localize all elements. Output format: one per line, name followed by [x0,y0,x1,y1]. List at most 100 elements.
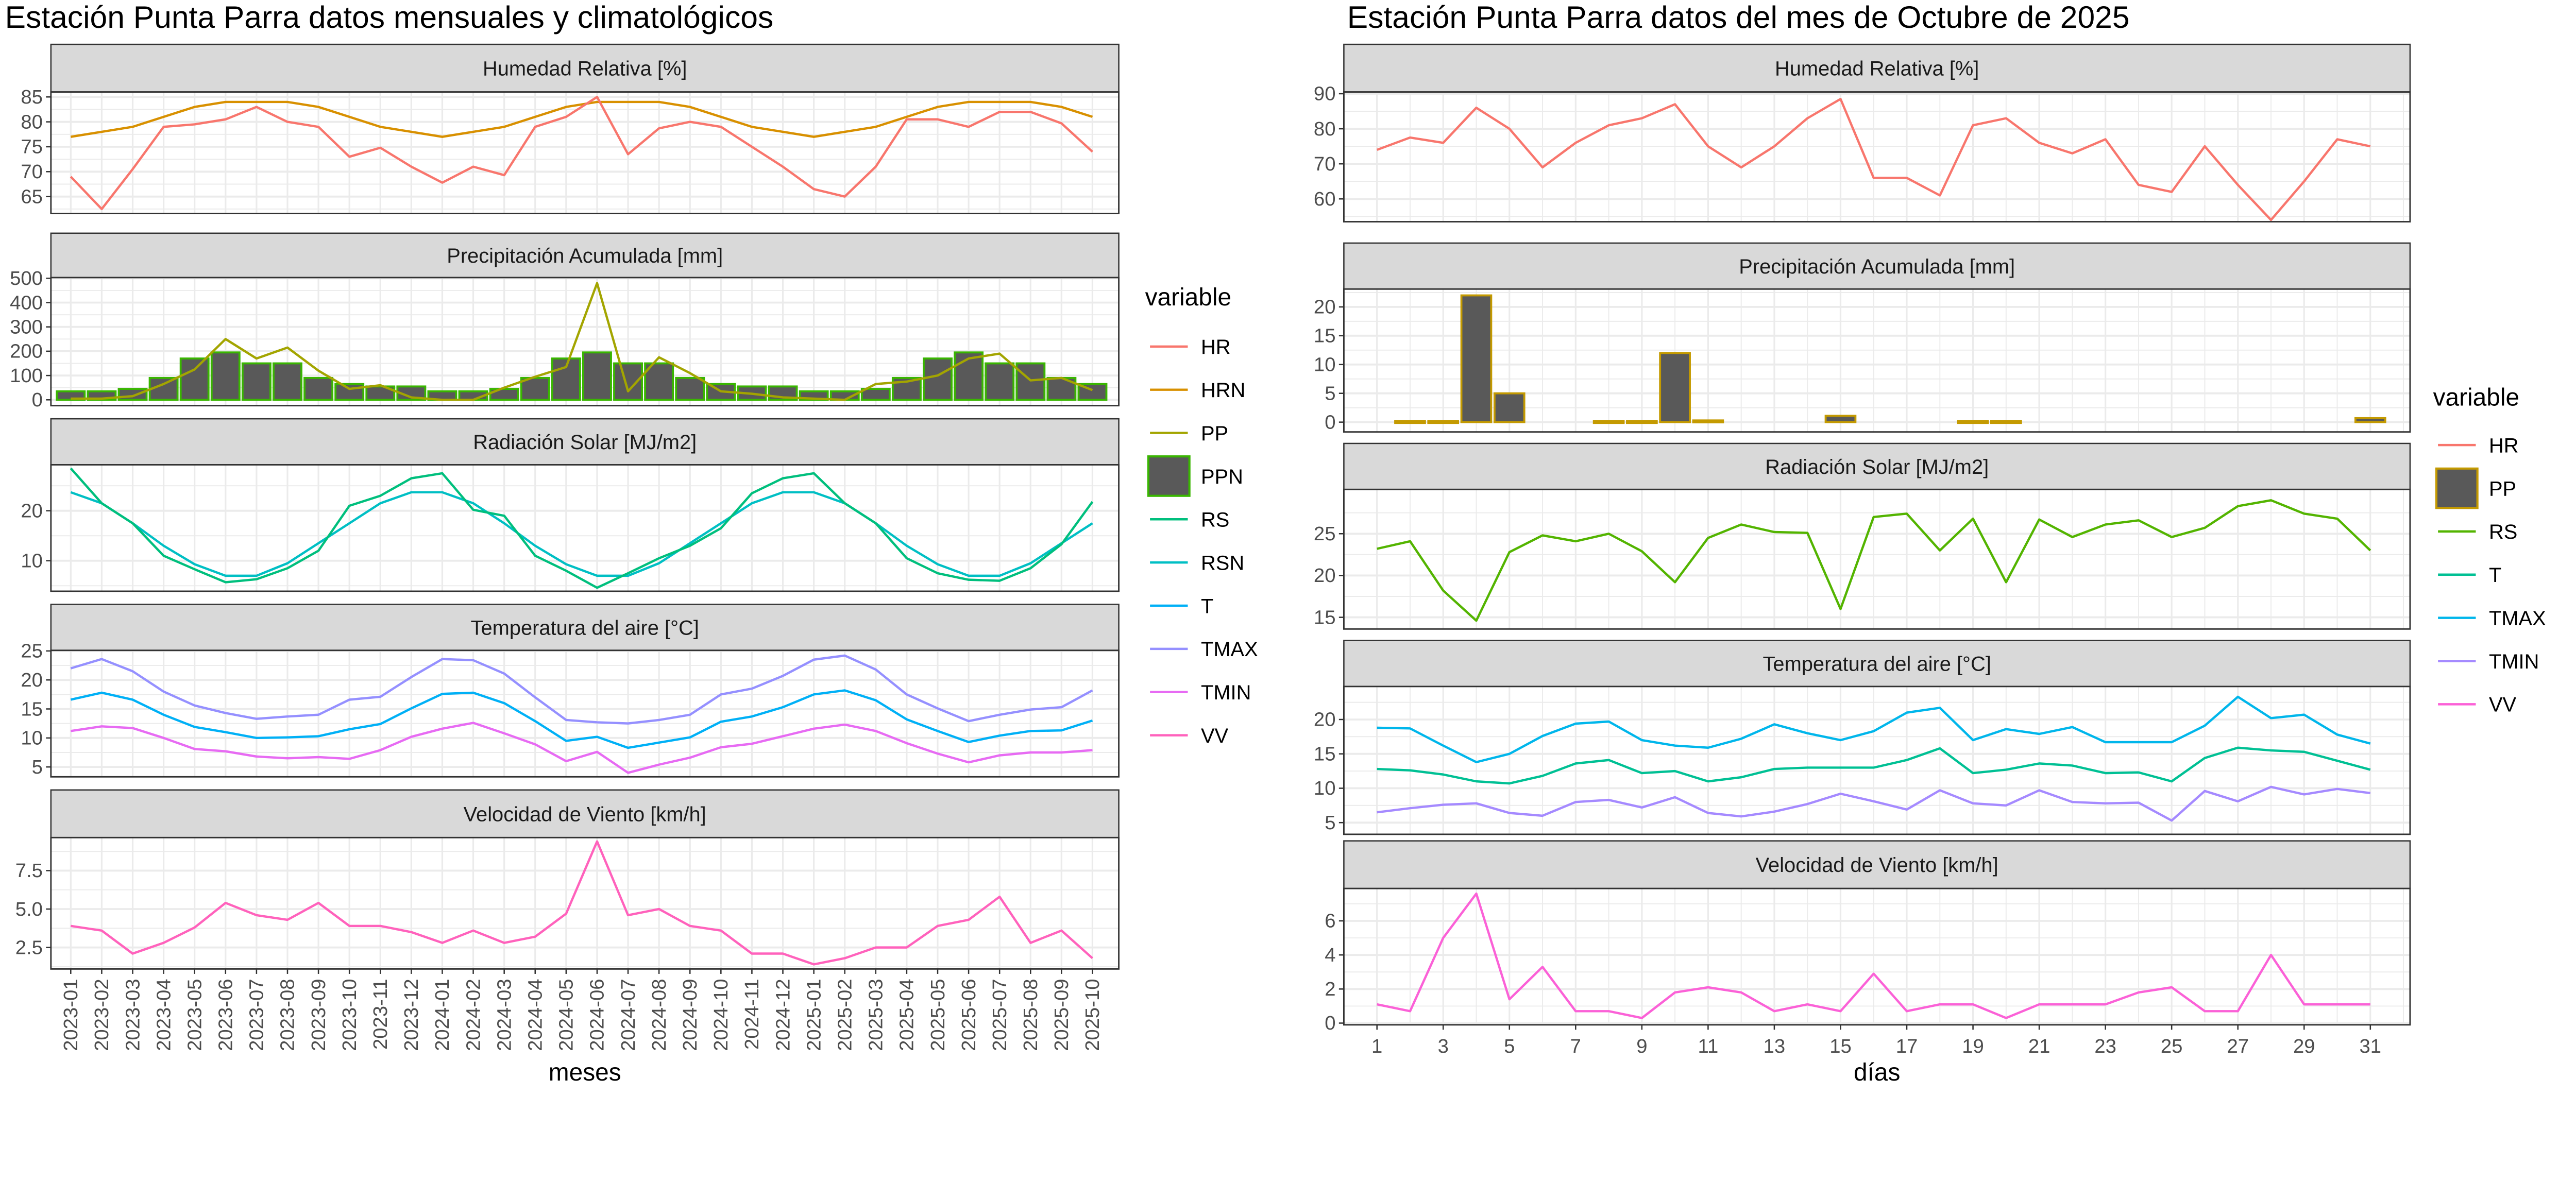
series-line-t [70,689,1093,749]
y-tick-label: 25 [21,640,43,662]
panel-temperatura: Temperatura del aire [°C] 5 10 15 20 25 [21,604,1120,778]
strip-background [1343,43,2411,93]
bar-ppn [210,351,241,401]
x-tick-label: 13 [1764,1035,1786,1057]
y-tick-label: 4 [1325,944,1335,966]
x-tick-label: 2025-07 [989,979,1011,1051]
x-tick-label: 17 [1896,1035,1918,1057]
strip-label: Humedad Relativa [%] [1775,58,1979,80]
bar-pp [1394,420,1426,424]
x-tick-label: 2023-05 [183,979,206,1051]
x-tick-label: 11 [1698,1035,1719,1057]
y-tick-label: 25 [1314,523,1336,545]
legend-label: TMAX [1201,638,1258,661]
x-tick-label: 2024-09 [679,979,701,1051]
x-tick-label: 2024-12 [772,979,794,1051]
y-tick-label: 15 [1314,606,1336,628]
y-tick-label: 15 [1314,743,1336,765]
series-line-tmin [70,722,1093,774]
bar-ppn [675,376,705,401]
strip-background [50,232,1120,279]
series-line-tmax [70,654,1093,725]
legend-item-tmin: TMIN [2438,650,2539,673]
y-tick-label: 400 [10,292,43,314]
bar-pp [1824,415,1857,423]
y-tick-label: 6 [1325,910,1335,932]
x-tick-label: 2023-07 [246,979,268,1051]
y-tick-label: 65 [21,185,43,208]
legend-label: RS [1201,509,1229,532]
legend: variable HR PP RS T TMAX TMIN VV [2433,384,2546,716]
panel-border [1343,887,2411,1026]
panel-velocidad: Velocidad de Viento [km/h] 2.5 5.0 7.5 2023-… [15,789,1120,1086]
legend-label: PP [2489,477,2516,500]
legend-label: TMIN [2489,650,2539,673]
x-tick-label: 2025-05 [927,979,949,1051]
legend-key-bar [1147,455,1191,497]
x-tick-label: 2024-04 [524,979,547,1051]
plot-background [1344,92,2410,222]
legend-label: TMIN [1201,681,1251,704]
bar-ppn [954,351,984,401]
series-line-rsn [70,491,1093,577]
x-tick-label: 2024-07 [617,979,639,1051]
x-tick-label: 5 [1504,1035,1515,1057]
x-tick-label: 2025-01 [803,979,825,1051]
panel-border [1343,91,2411,222]
bar-pp [1957,420,1989,424]
panel-border [50,649,1120,778]
bar-ppn [644,362,674,401]
y-tick-label: 0 [1325,411,1335,433]
plot-background [50,92,1119,214]
plot-background [50,837,1119,969]
panel-border [1343,488,2411,630]
legend-label: VV [1201,725,1229,747]
bar-pp [1592,420,1625,424]
x-tick-label: 31 [2360,1035,2382,1057]
legend-label: HR [1201,336,1231,358]
climate-figure: Estación Punta Parra datos mensuales y c… [5,0,2546,1086]
plot-background [1344,686,2410,834]
y-tick-label: 85 [21,86,43,108]
legend-item-pp: PP [2435,467,2516,509]
legend-item-tmin: TMIN [1150,681,1251,704]
x-tick-label: 2025-04 [896,979,918,1051]
x-tick-label: 2023-09 [308,979,330,1051]
legend-label: PPN [1201,466,1243,488]
x-tick-label: 25 [2161,1035,2183,1057]
legend-label: HRN [1201,379,1245,402]
y-tick-label: 80 [1314,118,1336,140]
bar-ppn [520,376,550,401]
legend-item-rs: RS [1150,509,1229,532]
strip-background [1343,640,2411,688]
strip-label: Temperatura del aire [°C] [1763,653,1991,676]
y-tick-label: 20 [21,669,43,691]
panel-radiación: Radiación Solar [MJ/m2] 10 20 [21,418,1120,592]
bar-ppn [179,357,210,401]
plot-background [50,650,1119,777]
x-tick-label: 23 [2094,1035,2116,1057]
x-tick-label: 2024-05 [555,979,578,1051]
daily-chart: Estación Punta Parra datos del mes de Oc… [1314,0,2546,1086]
bar-ppn [334,383,365,401]
x-tick-label: 2023-01 [60,979,82,1051]
x-tick-label: 2023-04 [152,979,175,1051]
y-tick-label: 60 [1314,188,1336,210]
y-tick-label: 20 [1314,296,1336,318]
legend-item-rs: RS [2438,521,2517,543]
panel-border [50,91,1120,214]
x-tick-label: 2025-03 [865,979,887,1051]
legend-label: RS [2489,521,2517,543]
x-tick-label: 2023-08 [277,979,299,1051]
legend-item-hr: HR [1150,336,1231,358]
bar-pp [1990,420,2022,424]
legend-label: TMAX [2489,607,2546,630]
series-line-hrn [70,100,1093,138]
y-tick-label: 20 [21,500,43,522]
x-tick-label: 2024-03 [493,979,515,1051]
panel-border [50,836,1120,970]
x-tick-label: 2023-06 [215,979,237,1051]
legend-title: variable [1145,284,1232,311]
